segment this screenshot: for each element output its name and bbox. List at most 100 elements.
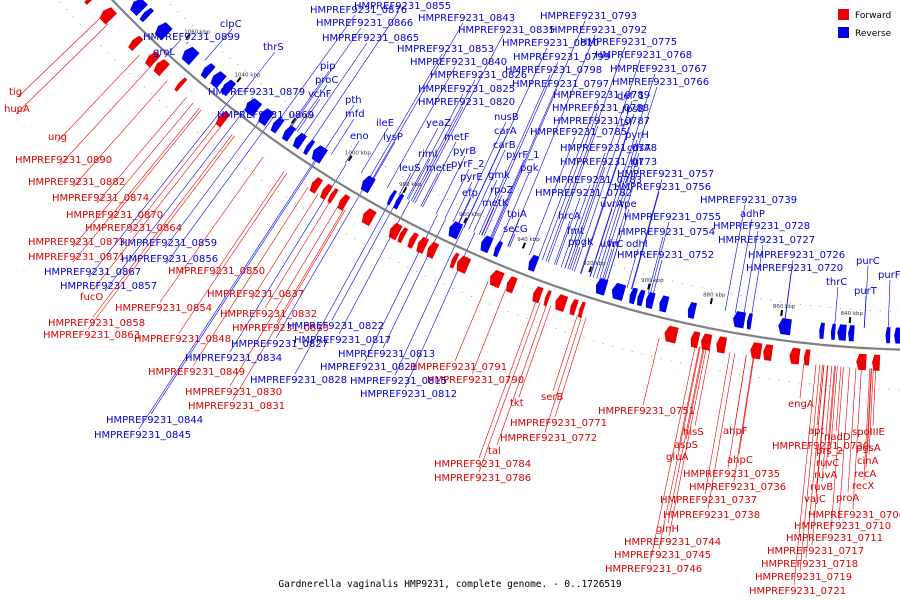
forward-gene-label: gluA	[666, 452, 688, 463]
reverse-gene-label: HMPREF9231_0787	[553, 116, 650, 127]
reverse-gene-arrow	[448, 221, 464, 240]
reverse-gene-arrow	[181, 46, 200, 66]
forward-gene-label: vajC	[804, 494, 826, 505]
forward-gene-label: HMPREF9231_0771	[510, 418, 607, 429]
leader-line	[580, 126, 630, 274]
forward-gene-label: tkt	[510, 398, 524, 409]
leader-line	[518, 305, 552, 398]
forward-gene-label: HMPREF9231_0706	[808, 510, 900, 521]
leader-line	[204, 28, 233, 61]
leader-line	[294, 192, 396, 375]
leader-line	[360, 127, 389, 174]
leader-line	[15, 23, 109, 115]
reverse-gene-arrow	[687, 302, 697, 319]
leader-line	[863, 368, 871, 481]
forward-gene-arrow	[716, 336, 728, 354]
leader-line	[545, 46, 626, 262]
forward-gene-arrow	[426, 241, 440, 259]
leader-line	[838, 367, 850, 521]
leader-line	[743, 230, 759, 315]
label-leader-lines	[15, 10, 891, 586]
forward-gene-label: ahpC	[727, 455, 753, 466]
leader-line	[652, 259, 663, 295]
forward-gene-arrow	[506, 276, 518, 294]
leader-line	[294, 84, 328, 131]
leader-line	[799, 363, 805, 399]
outer-guide-ring	[57, 0, 900, 391]
forward-gene-label: HMPREF9231_0717	[767, 546, 864, 557]
leader-line	[229, 205, 339, 387]
reverse-gene-label: HMPREF9231_0798	[505, 65, 602, 76]
reverse-gene-label: clpC	[220, 19, 242, 30]
reverse-gene-label: HMPREF9231_0728	[713, 221, 810, 232]
tick-label: 920 kbp	[583, 261, 606, 267]
reverse-gene-arrow	[819, 322, 825, 339]
forward-gene-label: HMPREF9231_0850	[168, 266, 265, 277]
reverse-gene-label: HMPREF9231_0783	[545, 175, 642, 186]
forward-gene-arrow	[750, 342, 763, 360]
reverse-gene-label: yeaZ	[426, 118, 451, 129]
reverse-gene-arrow	[611, 282, 627, 301]
reverse-gene-arrow	[200, 63, 216, 80]
reverse-gene-label: HMPREF9231_0822	[287, 321, 384, 332]
forward-gene-label: HMPREF9231_0719	[755, 572, 852, 583]
genome-backbone	[57, 0, 900, 391]
forward-gene-label: HMPREF9231_0864	[85, 223, 182, 234]
leader-line	[816, 364, 823, 426]
reverse-gene-label: HMPREF9231_0840	[410, 57, 507, 68]
reverse-gene-label: HMPREF9231_0775	[580, 37, 677, 48]
leader-line	[96, 97, 187, 204]
reverse-gene-arrow	[480, 235, 494, 254]
reverse-gene-label: purC	[856, 256, 880, 267]
leader-line	[330, 118, 355, 155]
tick-mark	[236, 76, 242, 83]
leader-line	[649, 221, 670, 295]
leader-line	[694, 348, 711, 427]
reverse-gene-arrow	[848, 325, 855, 342]
leader-line	[468, 149, 506, 230]
forward-gene-arrow	[532, 286, 544, 304]
forward-gene-arrow	[416, 236, 430, 254]
reverse-gene-label: pgk	[520, 163, 539, 174]
leader-line	[251, 193, 319, 300]
leader-line	[371, 22, 464, 180]
forward-gene-arrow	[388, 222, 403, 241]
reverse-gene-arrow	[645, 292, 656, 309]
forward-gene-label: pgsA	[856, 443, 881, 454]
reverse-gene-label: groL	[153, 47, 175, 58]
reverse-gene-arrow	[311, 145, 328, 164]
reverse-gene-arrow	[493, 240, 504, 258]
leader-line	[481, 207, 495, 236]
forward-gene-arrow	[872, 354, 881, 371]
forward-gene-label: ruvC	[816, 458, 839, 469]
leader-line	[59, 65, 152, 166]
forward-gene-label: HMPREF9231_0737	[660, 495, 757, 506]
leader-line	[178, 173, 288, 334]
reverse-gene-label: HMPREF9231_0766	[612, 77, 709, 88]
reverse-gene-label: HMPREF9231_0789	[553, 90, 650, 101]
reverse-gene-label: riml	[418, 149, 437, 160]
leader-line	[473, 179, 498, 232]
reverse-gene-label: pyrB	[453, 146, 476, 157]
leader-line	[87, 135, 235, 330]
reverse-gene-label: HMPREF9231_0768	[595, 50, 692, 61]
leader-line	[400, 127, 439, 197]
reverse-gene-label: vchF	[308, 89, 332, 100]
forward-gene-arrow	[690, 331, 701, 349]
leader-line	[478, 300, 537, 459]
leader-line	[192, 187, 309, 367]
leader-line	[733, 356, 754, 482]
tick-label: 1040 kbp	[235, 73, 261, 79]
forward-gene-label: HMPREF9231_0746	[605, 564, 702, 575]
reverse-gene-label: frr	[608, 239, 620, 250]
forward-gene-arrow	[543, 290, 552, 307]
leader-line	[212, 171, 285, 277]
leader-line	[444, 168, 470, 219]
reverse-gene-label: HMPREF9231_0826	[430, 70, 527, 81]
reverse-gene-arrow	[528, 254, 540, 272]
forward-gene-arrow	[701, 333, 713, 351]
genome-caption: Gardnerella vaginalis HMP9231, complete …	[278, 579, 622, 590]
reverse-gene-label: HMPREF9231_0827	[231, 339, 328, 350]
tick-label: 940 kbp	[517, 237, 540, 243]
leader-line	[738, 356, 755, 455]
